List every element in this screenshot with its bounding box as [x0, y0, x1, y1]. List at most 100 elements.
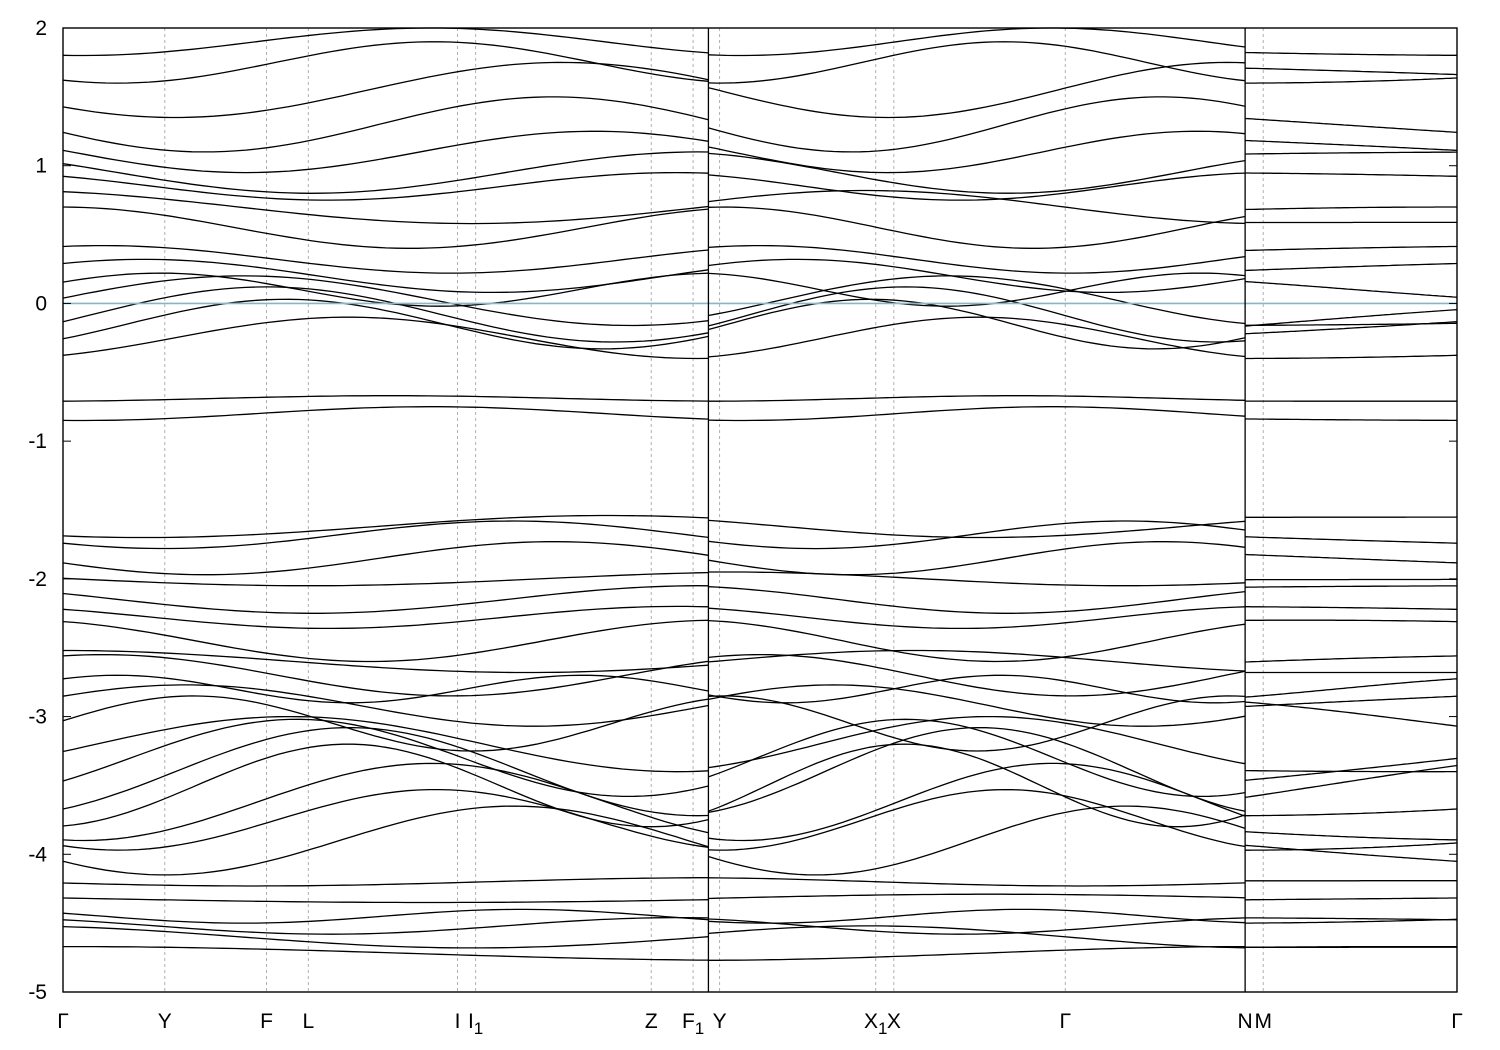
y-tick-label: 1: [35, 155, 47, 178]
band-line: [1245, 139, 1458, 152]
band-line: [1245, 67, 1458, 76]
y-tick-label: -5: [28, 981, 47, 1004]
band-line: [62, 514, 709, 539]
y-tick-label: 0: [35, 292, 47, 315]
band-line: [62, 743, 709, 828]
band-line: [708, 189, 1246, 225]
band-line: [62, 96, 709, 153]
x-tick-label: N: [1238, 1010, 1253, 1033]
x-tick-label: I1: [468, 1010, 483, 1038]
band-line: [708, 762, 1246, 842]
band-line: [708, 27, 1246, 57]
band-line: [708, 805, 1246, 876]
x-tick-label: Y: [713, 1010, 727, 1033]
band-line: [1245, 172, 1458, 177]
band-line: [62, 541, 709, 576]
band-line: [1245, 695, 1458, 708]
band-line: [62, 877, 709, 887]
band-line: [62, 151, 709, 194]
band-line: [708, 945, 1246, 961]
path-break-lines: [707, 28, 1246, 992]
band-line: [62, 520, 709, 550]
band-line: [708, 541, 1246, 576]
band-line: [1245, 553, 1458, 564]
band-line: [1245, 245, 1457, 252]
band-line: [63, 649, 709, 674]
band-line: [1245, 536, 1458, 544]
band-line: [708, 41, 1246, 84]
band-line: [708, 718, 1246, 798]
band-line: [62, 585, 709, 614]
band-line: [708, 406, 1246, 422]
band-line: [708, 893, 1246, 900]
band-line: [62, 619, 709, 663]
band-line: [62, 130, 709, 174]
band-line: [1245, 51, 1457, 56]
band-line: [62, 805, 709, 876]
band-line: [62, 244, 709, 274]
x-tick-label: Γ: [1059, 1010, 1071, 1033]
band-line: [1245, 117, 1458, 134]
band-line: [1245, 262, 1458, 272]
band-line: [708, 316, 1246, 358]
x-tick-label: X1: [864, 1010, 887, 1038]
band-line: [1245, 831, 1458, 841]
band-line: [708, 286, 1246, 343]
band-line: [708, 395, 1246, 402]
band-line: [1245, 757, 1458, 781]
x-tick-label: F: [260, 1010, 273, 1033]
band-line: [1245, 842, 1458, 851]
y-axis: 2 1 0 -1 -2 -3 -4 -5: [28, 17, 1457, 1004]
band-line: [708, 172, 1246, 201]
band-line: [1245, 769, 1457, 773]
band-line: [708, 519, 1246, 539]
band-line: [62, 715, 709, 773]
band-line: [62, 171, 709, 201]
band-line: [708, 606, 1246, 630]
x-tick-label: Γ: [57, 1010, 69, 1033]
band-line: [62, 788, 709, 851]
y-tick-label: -3: [28, 706, 47, 729]
band-line: [708, 258, 1246, 294]
band-line: [1245, 354, 1458, 360]
x-tick-label: Z: [645, 1010, 658, 1033]
band-line: [62, 925, 709, 949]
band-line: [62, 897, 709, 904]
band-line: [1245, 151, 1457, 155]
y-tick-label: -4: [28, 843, 47, 866]
band-line: [1245, 619, 1457, 623]
band-line: [1245, 844, 1458, 862]
band-line: [62, 41, 709, 84]
band-line: [62, 61, 709, 119]
band-line: [708, 96, 1246, 153]
band-line: [708, 743, 1246, 828]
band-line: [708, 653, 1246, 697]
x-tick-label: Γ: [1451, 1010, 1463, 1033]
band-line: [62, 191, 709, 225]
band-line: [62, 298, 709, 350]
band-line: [708, 649, 1246, 672]
band-line: [62, 684, 709, 727]
band-line: [1245, 418, 1457, 422]
band-line: [708, 152, 1246, 194]
x-tick-label: M: [1254, 1010, 1272, 1033]
band-line: [62, 762, 709, 842]
band-line: [1245, 701, 1458, 727]
band-line: [708, 520, 1246, 550]
y-tick-label: -2: [28, 568, 47, 591]
band-line: [62, 395, 709, 402]
band-line: [62, 406, 709, 422]
band-line: [708, 206, 1246, 249]
band-line: [62, 916, 709, 935]
x-tick-label: I: [455, 1010, 461, 1033]
band-line: [62, 286, 709, 343]
y-tick-label: -1: [28, 430, 47, 453]
band-line: [62, 674, 709, 704]
band-line: [62, 258, 709, 294]
band-line: [708, 917, 1246, 935]
band-line: [1245, 655, 1458, 663]
y-tick-label: 2: [35, 17, 47, 40]
band-line: [708, 695, 1246, 752]
band-line: [62, 571, 709, 587]
band-line: [62, 726, 709, 817]
